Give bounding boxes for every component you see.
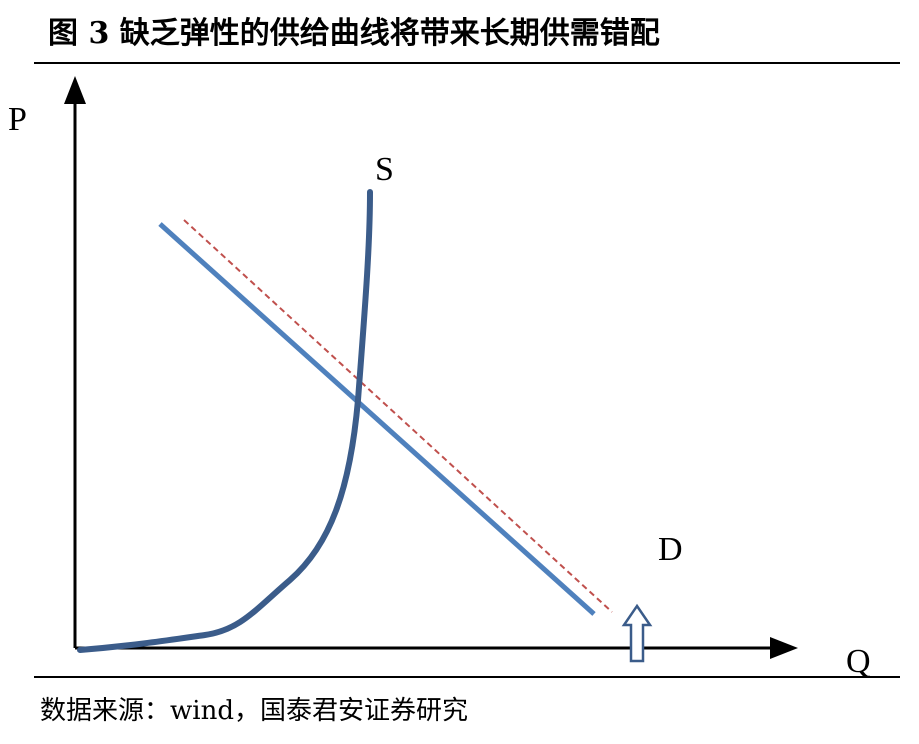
demand-curve-label: D xyxy=(658,531,683,568)
supply-curve xyxy=(77,189,373,653)
x-axis-arrowhead xyxy=(770,637,798,659)
supply-curve-label: S xyxy=(375,151,394,188)
data-source-note: 数据来源：wind，国泰君安证券研究 xyxy=(40,696,468,726)
demand-shift-arrow-icon xyxy=(621,603,653,663)
shifted-demand-curve xyxy=(183,219,613,613)
source-divider xyxy=(34,676,900,678)
demand-curve xyxy=(158,222,596,616)
x-axis-label: Q xyxy=(846,643,871,680)
y-axis-arrowhead xyxy=(64,76,86,104)
y-axis-label: P xyxy=(8,101,27,138)
title-divider xyxy=(34,62,900,64)
figure-title: 图 3 缺乏弹性的供给曲线将带来长期供需错配 xyxy=(48,16,660,51)
